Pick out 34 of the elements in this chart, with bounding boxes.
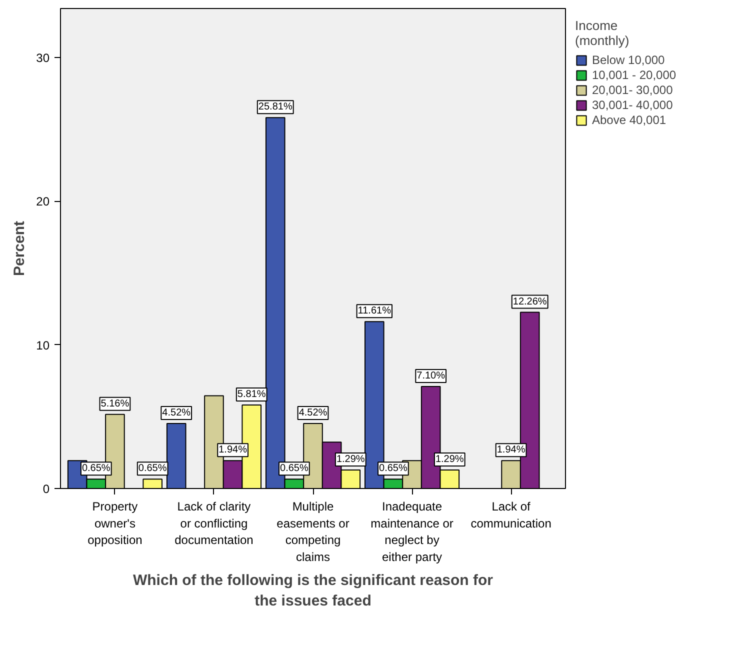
legend-label: 20,001- 30,000 <box>592 83 673 97</box>
data-label: 1.94% <box>496 444 526 456</box>
legend-label: Above 40,001 <box>592 113 666 127</box>
x-tick-label: Property owner's opposition <box>88 500 142 548</box>
x-tick-label: Inadequate maintenance or neglect by either party <box>370 500 454 564</box>
y-axis-title: Percent <box>11 220 28 276</box>
y-tick-label: 0 <box>42 482 50 496</box>
data-label: 12.26% <box>512 296 547 308</box>
data-label: 7.10% <box>416 370 446 382</box>
data-label: 4.52% <box>162 408 191 419</box>
legend-label: 10,001 - 20,000 <box>592 68 676 82</box>
legend-title: Income (monthly) <box>575 18 630 48</box>
y-tick-label: 30 <box>36 50 50 65</box>
data-label: 1.29% <box>336 454 365 465</box>
x-tick-label: Lack of clarity or conflicting documentation <box>174 500 254 548</box>
data-label: 0.65% <box>82 463 110 474</box>
data-label: 25.81% <box>258 102 292 113</box>
data-label: 5.16% <box>100 398 130 410</box>
data-label: 11.61% <box>358 306 392 317</box>
data-label: 1.29% <box>435 454 464 465</box>
y-tick-label: 20 <box>36 194 50 209</box>
y-tick-label: 10 <box>36 338 50 352</box>
data-label: 1.94% <box>218 444 248 456</box>
bar <box>142 478 162 488</box>
data-label: 0.65% <box>379 463 408 474</box>
data-label: 0.65% <box>138 463 167 474</box>
legend-label: 30,001- 40,000 <box>592 98 673 112</box>
x-axis-title: Which of the following is the significant reason for the issues faced <box>132 572 494 610</box>
data-label: 4.52% <box>298 408 328 419</box>
x-tick-label: Multiple easements or competing claims <box>276 500 350 564</box>
data-label: 5.81% <box>237 389 266 400</box>
legend-label: Below 10,000 <box>592 53 665 67</box>
data-label: 0.65% <box>280 463 308 474</box>
x-tick-label: Lack of communication <box>470 500 552 530</box>
